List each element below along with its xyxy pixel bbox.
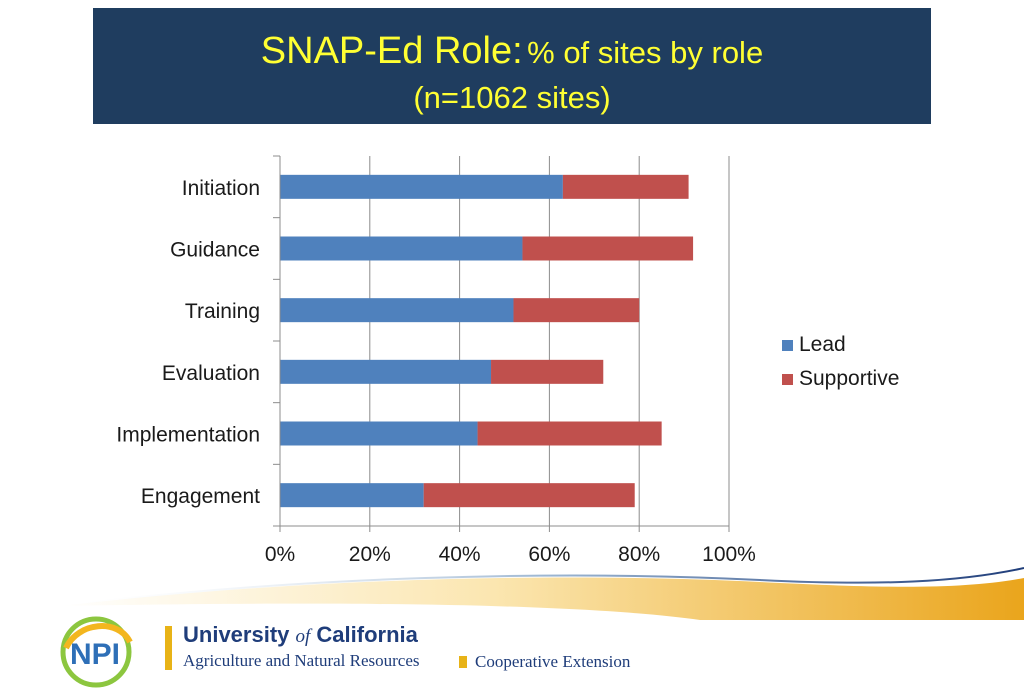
category-label: Implementation bbox=[116, 424, 260, 447]
bars bbox=[280, 174, 694, 508]
chart-title: SNAP-Ed Role: bbox=[260, 30, 523, 72]
bar-supportive-evaluation bbox=[491, 359, 604, 384]
x-tick-label: 40% bbox=[439, 543, 481, 566]
bar-lead-engagement bbox=[280, 483, 424, 508]
university-name-of: of bbox=[295, 626, 311, 647]
cooperative-extension-logo: Cooperative Extension bbox=[459, 652, 630, 672]
category-label: Training bbox=[185, 300, 260, 323]
legend: Lead Supportive bbox=[782, 328, 899, 396]
x-tick-label: 0% bbox=[265, 543, 295, 566]
university-name: University of California bbox=[183, 622, 418, 648]
bar-supportive-engagement bbox=[423, 483, 635, 508]
x-tick-label: 60% bbox=[528, 543, 570, 566]
bar-lead-evaluation bbox=[280, 359, 492, 384]
legend-item-lead: Lead bbox=[782, 328, 899, 362]
bar-supportive-training bbox=[513, 298, 640, 323]
bar-supportive-initiation bbox=[562, 174, 689, 199]
category-label: Engagement bbox=[141, 485, 260, 508]
legend-swatch-supportive bbox=[782, 373, 793, 385]
category-label: Initiation bbox=[182, 177, 260, 200]
npi-logo: NPI bbox=[60, 616, 133, 688]
stacked-bar-chart: 0% 20% 40% 60% 80% 100% Initiation Guidance Trai… bbox=[116, 155, 756, 566]
legend-swatch-lead bbox=[782, 339, 793, 351]
bar-supportive-guidance bbox=[522, 236, 694, 261]
title-line: SNAP-Ed Role: % of sites by role bbox=[93, 30, 931, 73]
title-banner: SNAP-Ed Role: % of sites by role (n=1062… bbox=[93, 8, 931, 124]
axis-labels: 0% 20% 40% 60% 80% 100% Initiation Guidance Trai… bbox=[116, 177, 755, 566]
legend-label-supportive: Supportive bbox=[799, 367, 900, 390]
uc-accent-bar bbox=[165, 626, 172, 670]
university-name-part1: University bbox=[183, 622, 290, 647]
npi-logo-text: NPI bbox=[70, 638, 120, 671]
bar-lead-implementation bbox=[280, 421, 478, 446]
bar-lead-initiation bbox=[280, 174, 563, 199]
x-tick-label: 80% bbox=[618, 543, 660, 566]
axes bbox=[273, 155, 730, 532]
ce-accent-bar bbox=[459, 656, 467, 668]
category-label: Guidance bbox=[170, 239, 260, 262]
department-name: Agriculture and Natural Resources bbox=[183, 651, 420, 670]
bar-lead-training bbox=[280, 298, 514, 323]
bar-lead-guidance bbox=[280, 236, 523, 261]
category-label: Evaluation bbox=[162, 362, 260, 385]
bar-supportive-implementation bbox=[477, 421, 662, 446]
university-name-part2: California bbox=[316, 622, 418, 647]
chart-subtitle: (n=1062 sites) bbox=[413, 80, 611, 115]
legend-item-supportive: Supportive bbox=[782, 362, 899, 396]
cooperative-extension-label: Cooperative Extension bbox=[475, 652, 631, 671]
gridlines bbox=[369, 156, 730, 526]
x-tick-label: 100% bbox=[702, 543, 756, 566]
legend-label-lead: Lead bbox=[799, 333, 846, 356]
x-tick-label: 20% bbox=[349, 543, 391, 566]
footer-swoosh bbox=[59, 567, 1024, 620]
chart-title-qualifier: % of sites by role bbox=[527, 35, 764, 70]
